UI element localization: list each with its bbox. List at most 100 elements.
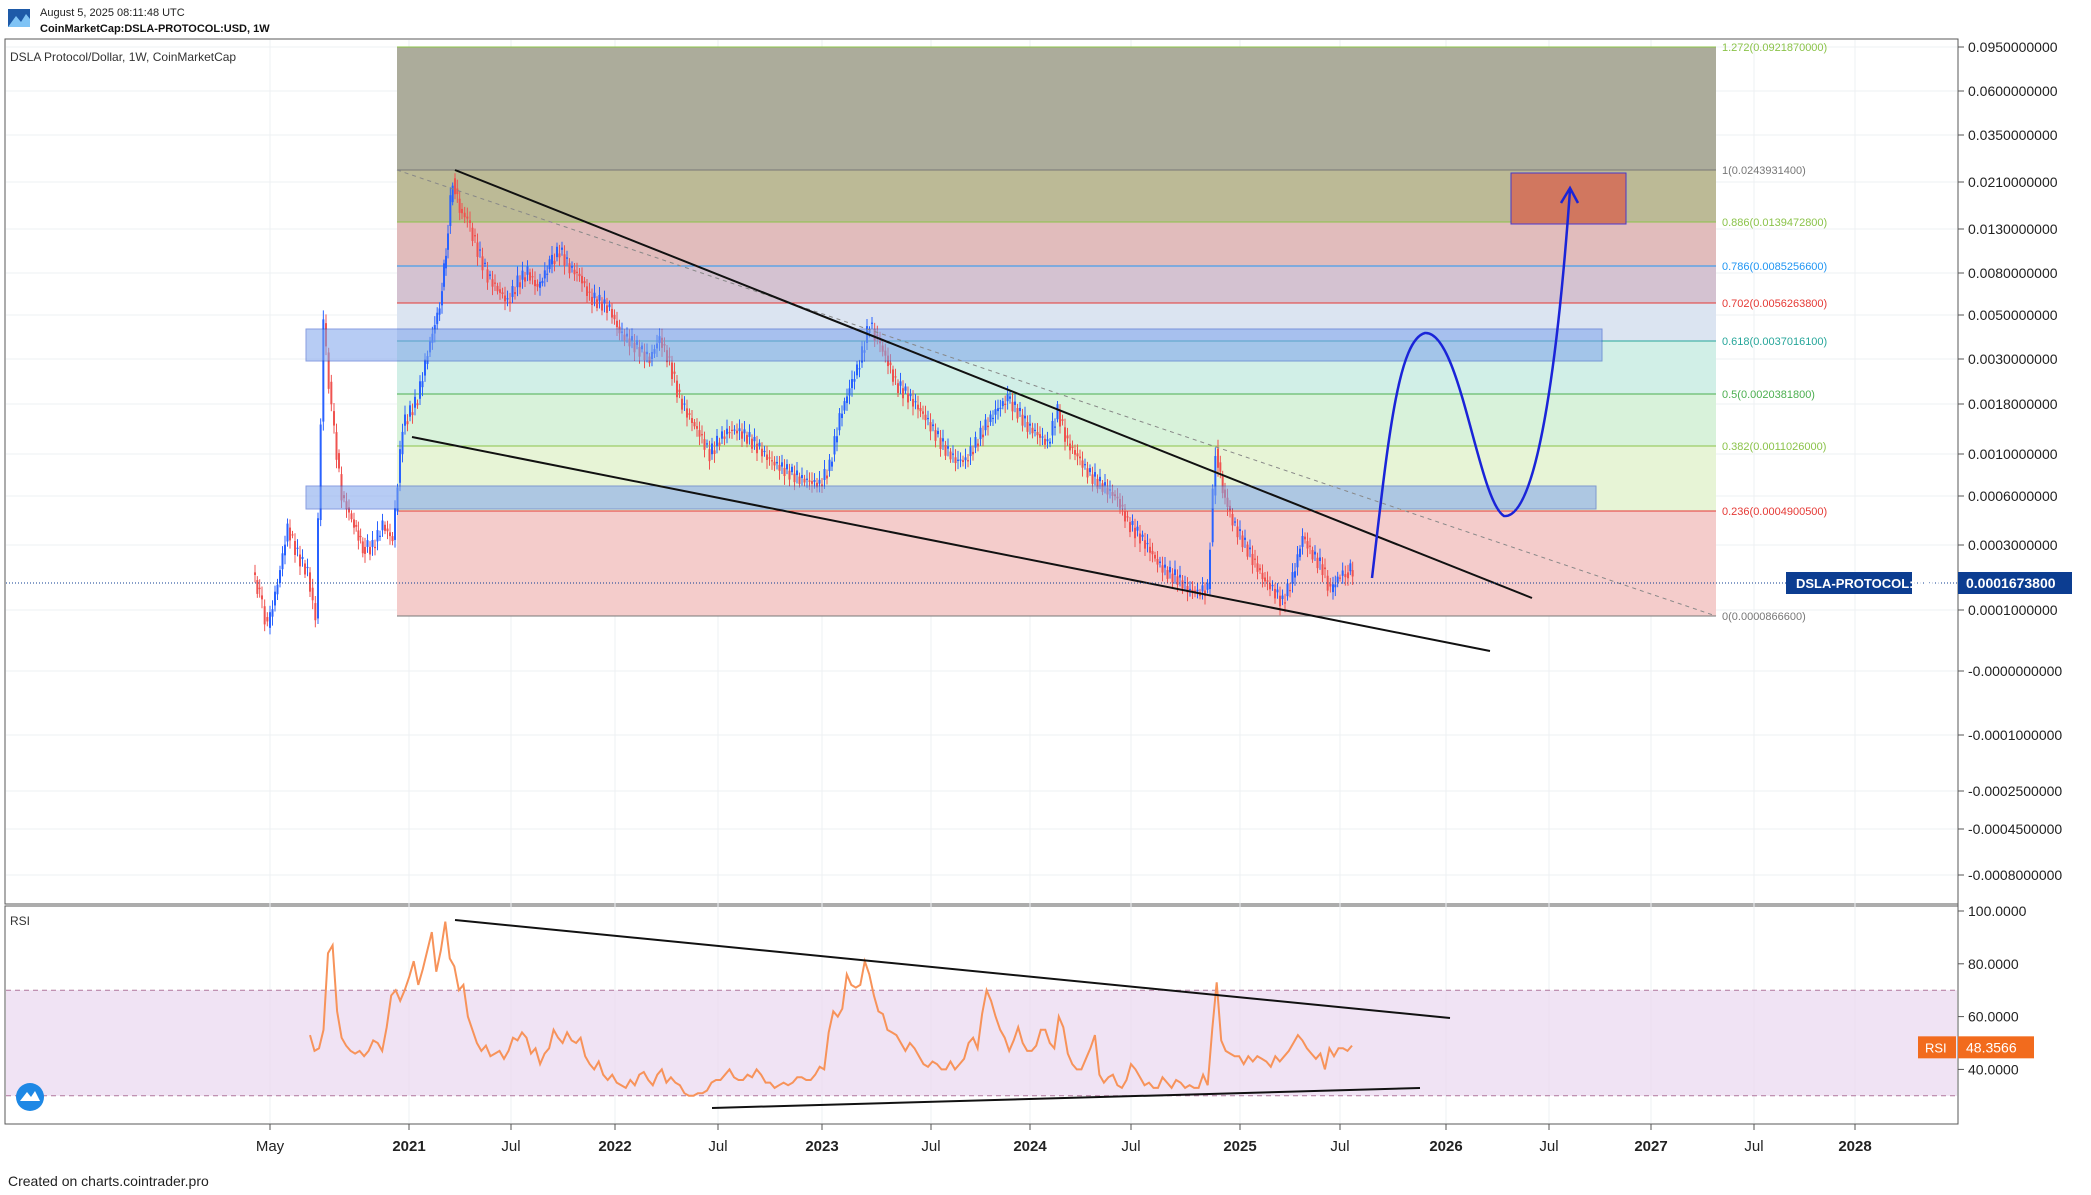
price-tick-label: -0.0004500000 bbox=[1968, 821, 2062, 837]
candle-body bbox=[781, 462, 783, 467]
candle-body bbox=[543, 270, 546, 279]
time-tick-label: 2026 bbox=[1429, 1138, 1462, 1155]
candle-body bbox=[1079, 456, 1081, 459]
time-tick-label: Jul bbox=[1744, 1138, 1763, 1155]
fib-level-label: 0(0.0000866600) bbox=[1722, 611, 1806, 623]
drawings bbox=[6, 169, 1957, 652]
candle-body bbox=[1309, 545, 1311, 547]
candle-body bbox=[536, 283, 539, 287]
candle-body bbox=[1084, 464, 1086, 466]
last-price-value: 0.0001673800 bbox=[1966, 575, 2056, 591]
candle-body bbox=[479, 249, 481, 251]
fib-level-label: 0.236(0.0004900500) bbox=[1722, 506, 1827, 518]
candle-body bbox=[289, 527, 291, 541]
drawing-tool-icon[interactable] bbox=[16, 1083, 44, 1111]
rsi-value-tag bbox=[1958, 1036, 2034, 1059]
candle-body bbox=[841, 413, 843, 419]
candle-body bbox=[907, 393, 909, 403]
candle-body bbox=[348, 507, 350, 513]
candle-body bbox=[806, 478, 808, 480]
candle-body bbox=[871, 322, 873, 324]
candle-body bbox=[1031, 427, 1034, 434]
candle-body bbox=[1291, 572, 1294, 584]
logo-icon bbox=[8, 9, 30, 27]
price-tick-label: -0.0000000000 bbox=[1968, 663, 2062, 679]
price-axis[interactable]: 0.0950000000 0.0600000000 0.0350000000 0.02… bbox=[1786, 39, 2072, 883]
candle-body bbox=[386, 528, 389, 532]
fib-zone bbox=[397, 47, 1716, 170]
candle-body bbox=[486, 269, 489, 283]
candle-body bbox=[561, 247, 563, 250]
candle-body bbox=[526, 266, 529, 275]
candle-body bbox=[1099, 476, 1101, 482]
candle-body bbox=[984, 419, 987, 431]
candle-body bbox=[591, 296, 593, 305]
projection-arrowhead bbox=[1559, 185, 1580, 204]
candle-body bbox=[1156, 558, 1159, 565]
candle-body bbox=[1006, 394, 1009, 402]
candle-body bbox=[939, 437, 942, 449]
candle-body bbox=[1141, 534, 1144, 537]
candle-body bbox=[553, 260, 556, 265]
candle-body bbox=[1351, 570, 1354, 577]
fib-level-label: 0.5(0.0020381800) bbox=[1722, 389, 1815, 401]
candle-body bbox=[291, 534, 294, 536]
candle-body bbox=[904, 386, 907, 391]
time-tick-label: 2027 bbox=[1634, 1138, 1667, 1155]
candle-body bbox=[846, 396, 848, 404]
resistance-zone-upper bbox=[305, 328, 1603, 362]
symbol-tag bbox=[1786, 572, 1912, 594]
candle-body bbox=[274, 591, 276, 606]
candle-body bbox=[738, 428, 741, 432]
candle-body bbox=[1274, 588, 1276, 599]
candle-body bbox=[1211, 488, 1214, 543]
candle-body bbox=[1009, 396, 1011, 399]
candle-body bbox=[1126, 516, 1129, 518]
candle-body bbox=[514, 292, 516, 295]
candle-body bbox=[743, 429, 746, 434]
rsi-axis[interactable]: 100.0000 80.0000 60.0000 40.0000 RSI 48.3566 bbox=[1918, 903, 2034, 1077]
candle-body bbox=[851, 379, 853, 389]
candle-body bbox=[848, 388, 851, 396]
candle-body bbox=[974, 437, 977, 448]
candle-body bbox=[1189, 588, 1191, 591]
candle-body bbox=[1304, 536, 1306, 540]
candle-body bbox=[716, 435, 718, 447]
candle-body bbox=[811, 481, 813, 484]
candle-body bbox=[606, 305, 608, 313]
candle-body bbox=[284, 544, 286, 556]
candle-body bbox=[1219, 462, 1222, 472]
candle-body bbox=[419, 381, 421, 399]
candle-body bbox=[766, 454, 768, 460]
time-tick-label: 2024 bbox=[1013, 1138, 1047, 1155]
candle-body bbox=[1316, 557, 1319, 569]
candle-body bbox=[1021, 414, 1024, 426]
fib-zone bbox=[397, 511, 1716, 616]
fib-diagonal bbox=[396, 169, 1717, 617]
candle-body bbox=[686, 408, 688, 418]
candle-body bbox=[1059, 411, 1061, 427]
candle-body bbox=[1191, 589, 1194, 591]
candle-body bbox=[927, 417, 929, 420]
time-tick-label: Jul bbox=[1121, 1138, 1140, 1155]
candle-body bbox=[519, 282, 521, 288]
price-tick-label: 0.0600000000 bbox=[1968, 83, 2058, 99]
candle-body bbox=[673, 371, 676, 374]
candle-body bbox=[269, 612, 271, 628]
candle-body bbox=[1321, 564, 1324, 576]
candle-body bbox=[521, 270, 524, 280]
fib-zone bbox=[397, 222, 1716, 266]
time-tick-label: 2025 bbox=[1223, 1138, 1256, 1155]
candle-body bbox=[1256, 563, 1259, 572]
candle-body bbox=[449, 195, 452, 226]
time-axis[interactable]: May 2021 Jul 2022 Jul 2023 Jul 2024 Jul 2025 Jul 20… bbox=[256, 1124, 1872, 1155]
candle-body bbox=[1159, 561, 1161, 563]
candle-body bbox=[969, 446, 972, 457]
candle-body bbox=[979, 427, 982, 440]
candle-body bbox=[1136, 526, 1139, 531]
candle-body bbox=[424, 359, 426, 376]
candle-body bbox=[304, 563, 306, 575]
candle-body bbox=[566, 257, 568, 259]
candle-body bbox=[1164, 564, 1166, 568]
candle-body bbox=[899, 381, 902, 386]
